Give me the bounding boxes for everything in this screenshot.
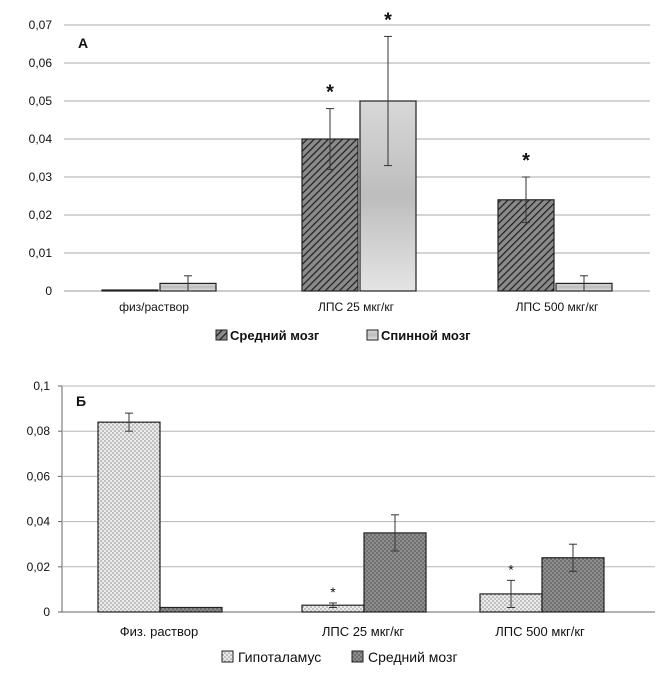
panel-b-label: Б <box>76 393 86 409</box>
y-tick-label: 0 <box>43 605 50 619</box>
significance-marker: * <box>384 9 392 31</box>
panel-a-bars: * * * <box>101 9 613 292</box>
y-tick-label: 0 <box>45 284 52 298</box>
significance-marker: * <box>508 561 514 577</box>
y-tick-label: 0,04 <box>27 515 51 529</box>
y-tick-label: 0,06 <box>29 56 53 70</box>
y-tick-label: 0,1 <box>33 379 50 393</box>
y-tick-label: 0,04 <box>29 132 53 146</box>
bar-средний-мозг-1 <box>159 606 223 613</box>
category-label: Физ. раствор <box>120 624 198 639</box>
y-tick-label: 0,02 <box>27 560 51 574</box>
y-tick-label: 0,01 <box>29 246 53 260</box>
category-label: физ/раствор <box>119 300 189 314</box>
significance-marker: * <box>330 584 336 600</box>
significance-marker: * <box>326 82 334 104</box>
significance-marker: * <box>522 150 530 172</box>
legend-swatch-sredniy-mozg <box>215 329 228 341</box>
panel-b-categories: Физ. раствор ЛПС 25 мкг/кг ЛПС 500 мкг/кг <box>120 624 585 639</box>
category-label: ЛПС 25 мкг/кг <box>318 300 395 314</box>
category-label: ЛПС 25 мкг/кг <box>322 624 405 639</box>
legend-label-sredniy-mozg: Средний мозг <box>230 328 320 343</box>
y-tick-label: 0,06 <box>27 469 51 483</box>
bar-средний-мозг-1 <box>101 289 159 292</box>
panel-a-y-ticks: 0 0,01 0,02 0,03 0,04 0,05 0,06 0,07 <box>29 18 53 298</box>
legend-swatch-sredniy-mozg-b <box>351 650 364 663</box>
legend-label-gipotalamus: Гипоталамус <box>238 649 321 665</box>
y-tick-label: 0,07 <box>29 18 53 32</box>
y-tick-label: 0,03 <box>29 170 53 184</box>
category-label: ЛПС 500 мкг/кг <box>516 300 599 314</box>
y-tick-label: 0,08 <box>27 424 51 438</box>
legend-label-sredniy-mozg-b: Средний мозг <box>368 649 458 665</box>
bar-гипоталамус-1 <box>97 421 161 613</box>
y-tick-label: 0,02 <box>29 208 53 222</box>
panel-a-legend: Средний мозг Спинной мозг <box>215 328 471 343</box>
category-label: ЛПС 500 мкг/кг <box>495 624 585 639</box>
y-tick-label: 0,05 <box>29 94 53 108</box>
panel-a-categories: физ/раствор ЛПС 25 мкг/кг ЛПС 500 мкг/кг <box>119 300 599 314</box>
panel-b-bars: ** <box>97 412 605 613</box>
panel-b-y-ticks: 0 0,02 0,04 0,06 0,08 0,1 <box>27 379 51 619</box>
panel-a-label: А <box>78 35 88 51</box>
panel-b: 00,020,040,060,080,1 Б ** Физ. раствор ЛП… <box>27 379 655 665</box>
legend-label-spinnoy-mozg: Спинной мозг <box>381 328 471 343</box>
legend-swatch-spinnoy-mozg <box>366 329 379 341</box>
panel-a: 0 0,01 0,02 0,03 0,04 0,05 0,06 0,07 А * * * физ/… <box>29 9 650 343</box>
legend-swatch-gipotalamus <box>221 650 234 663</box>
panel-b-legend: Гипоталамус Средний мозг <box>221 649 458 665</box>
